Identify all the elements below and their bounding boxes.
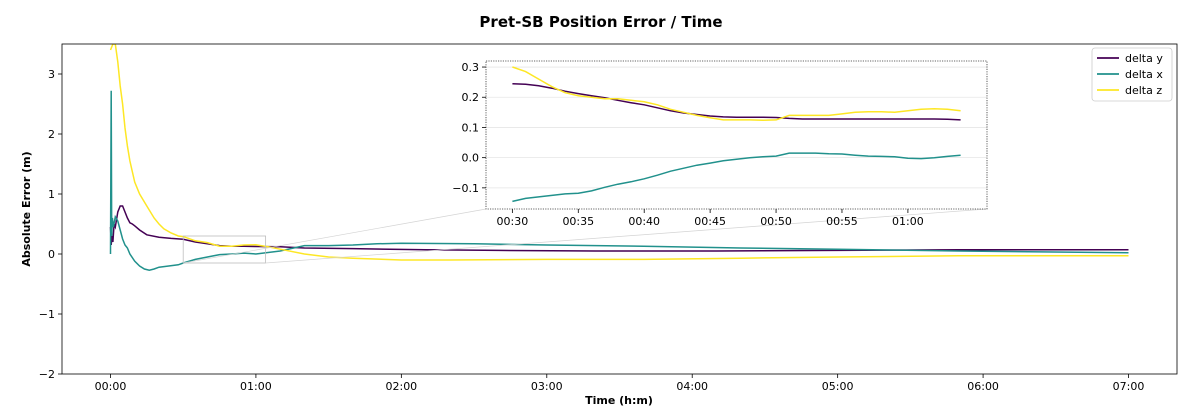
y-tick-label: 2 (48, 128, 55, 141)
inset-y-tick-label: 0.3 (462, 61, 480, 74)
y-tick-label: 0 (48, 248, 55, 261)
x-tick-label: 00:00 (95, 380, 127, 393)
series-line-delta-x (109, 90, 1129, 271)
inset-x-tick-label: 00:45 (694, 215, 726, 228)
inset-y-tick-label: 0.1 (462, 121, 480, 134)
inset-x-tick-label: 00:40 (628, 215, 660, 228)
y-tick-label: −2 (39, 368, 55, 381)
inset-x-tick-label: 00:30 (497, 215, 529, 228)
main-plot: 00:00 01:00 02:00 03:00 04:00 05:00 06:00 07:00… (39, 43, 1178, 393)
chart-title: Pret-SB Position Error / Time (479, 13, 722, 31)
inset-x-tick-label: 00:35 (562, 215, 594, 228)
y-axis-label: Absolute Error (m) (20, 151, 33, 266)
inset-y-tick-label: −0.1 (452, 182, 479, 195)
legend-label: delta y (1125, 52, 1163, 65)
x-tick-label: 05:00 (822, 380, 854, 393)
legend-box (1091, 47, 1173, 102)
inset-series-line-delta-z (512, 66, 961, 121)
series-line-delta-y (109, 205, 1129, 252)
x-tick-label: 04:00 (676, 380, 708, 393)
inset-y-tick-label: 0.0 (462, 152, 480, 165)
inset-series-line-delta-y (512, 82, 961, 121)
legend-label: delta x (1125, 68, 1163, 81)
x-tick-label: 01:00 (240, 380, 272, 393)
inset-x-tick-label: 01:00 (892, 215, 924, 228)
zoom-connector-line (183, 208, 487, 264)
x-tick-label: 02:00 (385, 380, 417, 393)
y-tick-label: −1 (39, 308, 55, 321)
inset-x-tick-label: 00:50 (760, 215, 792, 228)
inset-y-tick-label: 0.2 (462, 91, 480, 104)
x-tick-label: 07:00 (1113, 380, 1145, 393)
zoom-connector-line (265, 208, 988, 264)
legend-label: delta z (1125, 84, 1162, 97)
series-line-delta-z (109, 44, 1129, 261)
y-tick-label: 1 (48, 188, 55, 201)
x-tick-label: 03:00 (531, 380, 563, 393)
legend: delta y delta x delta z (1091, 47, 1173, 102)
x-axis-label: Time (h:m) (585, 394, 653, 407)
zoom-source-box (182, 235, 267, 264)
x-tick-label: 06:00 (967, 380, 999, 393)
inset-plot: 00:30 00:35 00:40 00:45 00:50 00:55 01:00 −0.1 0… (452, 60, 988, 228)
inset-series-line-delta-x (512, 152, 961, 203)
plot-frame (61, 43, 1178, 375)
y-tick-label: 3 (48, 68, 55, 81)
inset-background (486, 61, 987, 209)
inset-x-tick-label: 00:55 (826, 215, 858, 228)
zoom-connectors (182, 208, 988, 264)
inset-frame (485, 60, 988, 210)
